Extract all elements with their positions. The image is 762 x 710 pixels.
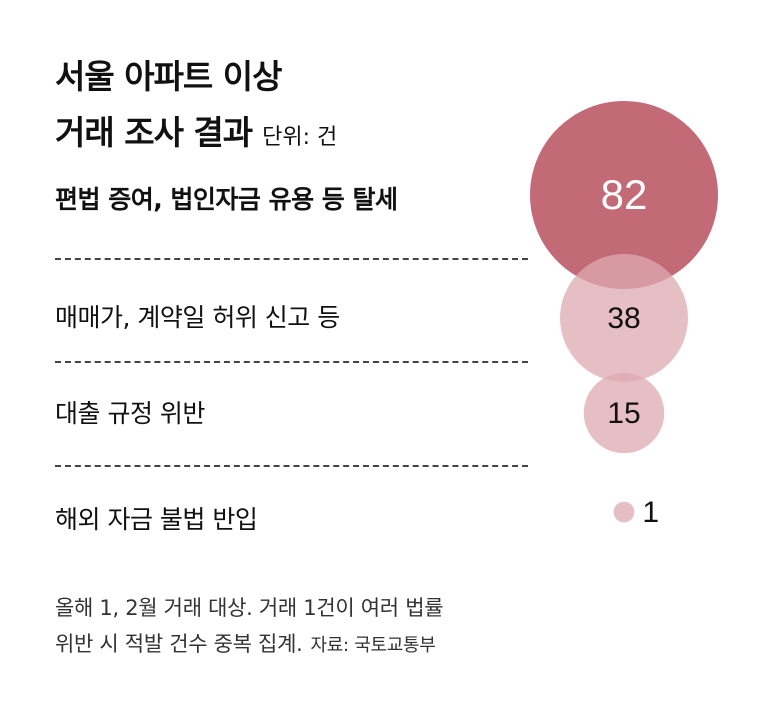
category-label: 편법 증여, 법인자금 유용 등 탈세 [55, 185, 398, 214]
bubble [583, 372, 665, 454]
category-label: 대출 규정 위반 [55, 399, 205, 428]
data-label: 15 [607, 397, 640, 430]
data-label: 1 [642, 496, 659, 529]
title-line-2: 거래 조사 결과 [55, 113, 253, 152]
category-label: 매매가, 계약일 허위 신고 등 [55, 303, 340, 332]
data-label: 82 [601, 171, 648, 218]
data-label: 38 [607, 302, 640, 335]
bubble [613, 501, 635, 523]
bubble [530, 101, 718, 289]
category-label: 해외 자금 불법 반입 [55, 505, 258, 534]
divider [55, 465, 528, 467]
bubble [560, 254, 688, 382]
divider [55, 361, 528, 363]
source: 자료: 국토교통부 [310, 635, 436, 656]
footnote-line-1: 올해 1, 2월 거래 대상. 거래 1건이 여러 법률 [55, 596, 444, 620]
footnote-line-2: 위반 시 적발 건수 중복 집계. [55, 632, 303, 656]
divider [55, 258, 528, 260]
unit-label: 단위: 건 [262, 125, 338, 150]
title-line-1: 서울 아파트 이상 [55, 57, 282, 96]
